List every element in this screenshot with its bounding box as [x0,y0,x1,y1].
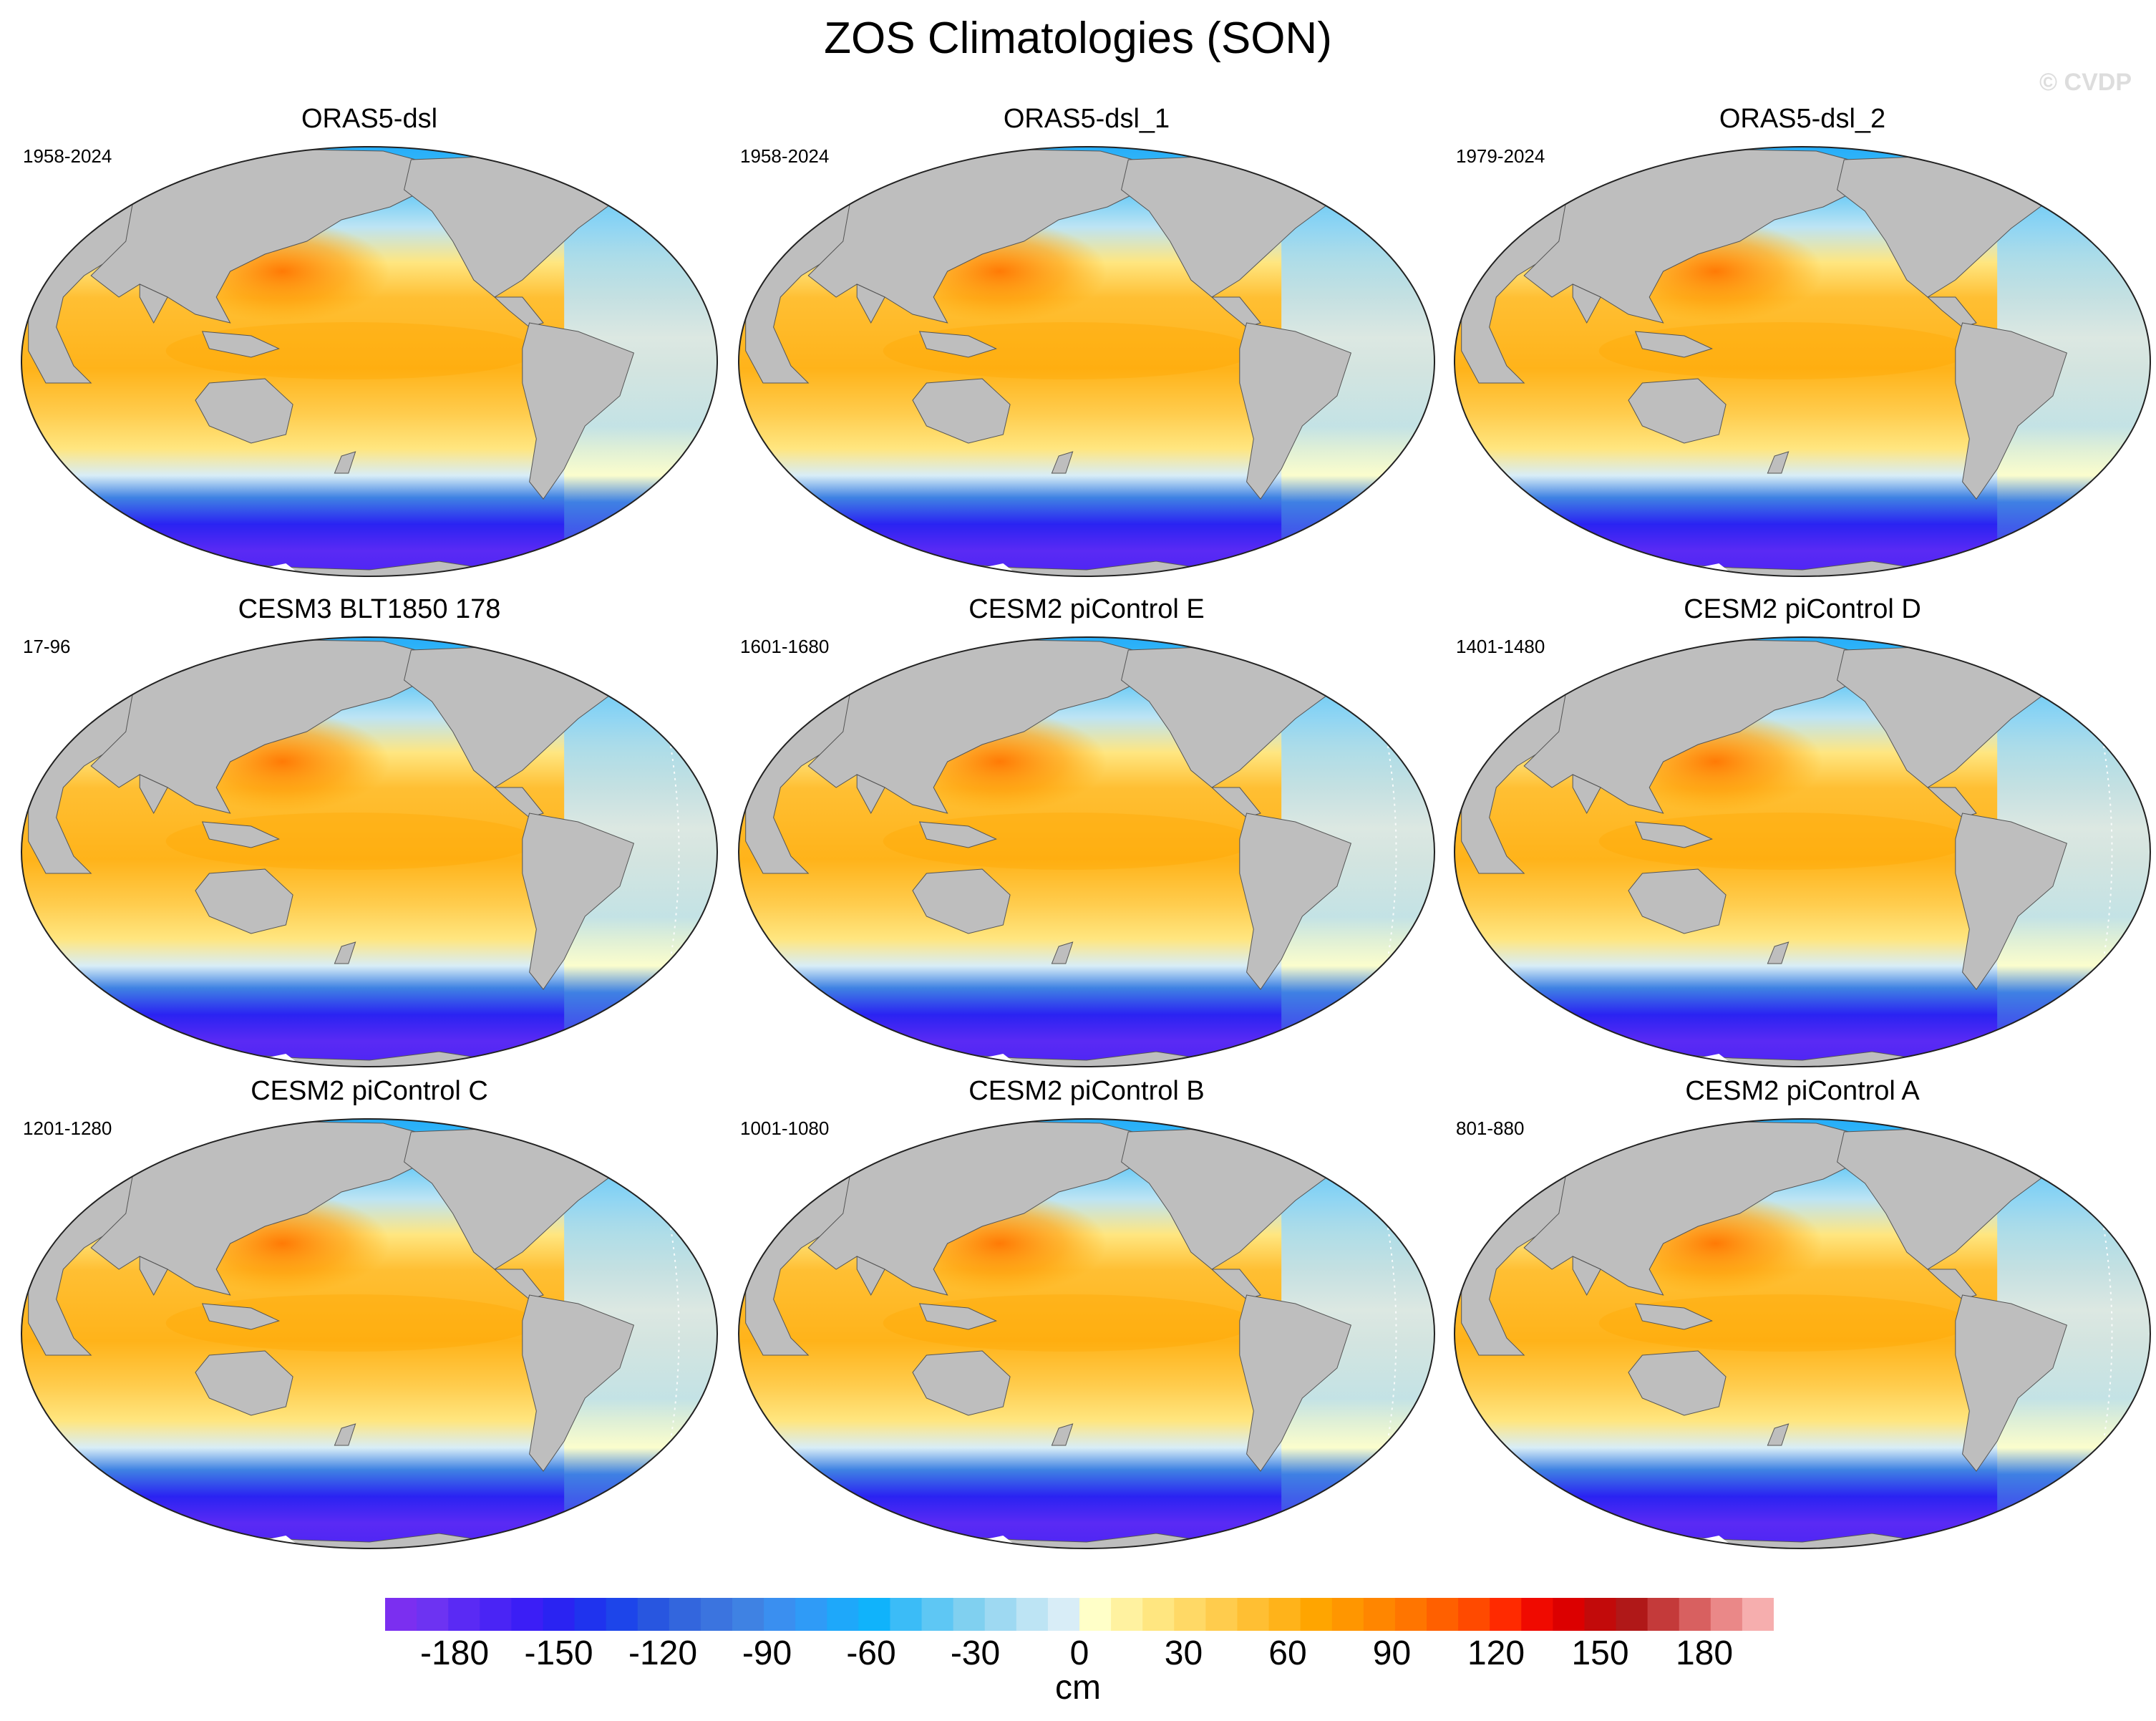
panel-title: ORAS5-dsl [301,104,438,134]
colorbar-swatch [1394,1598,1427,1631]
colorbar-swatch [858,1598,891,1631]
panel-title: CESM2 piControl C [251,1076,488,1106]
panel-map [738,636,1435,1067]
panel-map [1454,146,2151,577]
colorbar-swatch [637,1598,670,1631]
colorbar-swatch [669,1598,701,1631]
colorbar-swatch [1142,1598,1175,1631]
colorbar-tick-label: -150 [524,1634,593,1672]
panel-map [1454,636,2151,1067]
map-panel: CESM2 piControl D 1401-1480 [1444,594,2156,1067]
colorbar-tick-label: 0 [1069,1634,1089,1672]
map-panel: ORAS5-dsl 1958-2024 [11,104,727,577]
colorbar-tick-label: 90 [1372,1634,1412,1672]
map-panel: CESM2 piControl A 801-880 [1444,1076,2156,1549]
colorbar-swatch [1331,1598,1364,1631]
colorbar-swatch [1521,1598,1553,1631]
colorbar-swatch [448,1598,480,1631]
colorbar-swatch [700,1598,733,1631]
colorbar-tick-label: -90 [742,1634,792,1672]
panel-map [21,636,718,1067]
colorbar-swatch [1111,1598,1143,1631]
panel-period: 1601-1680 [740,636,830,657]
map-panel: ORAS5-dsl_2 1979-2024 [1444,104,2156,577]
colorbar-tick-label: 120 [1467,1634,1525,1672]
colorbar-swatch [795,1598,827,1631]
colorbar-swatch [606,1598,638,1631]
colorbar-swatch [1079,1598,1112,1631]
colorbar-swatch [480,1598,512,1631]
panel-period: 801-880 [1456,1118,1525,1139]
panel-period: 1201-1280 [23,1118,112,1139]
colorbar-swatch [1174,1598,1206,1631]
map-panel: CESM2 piControl B 1001-1080 [729,1076,1444,1549]
colorbar-tick-label: -30 [950,1634,1001,1672]
colorbar-swatch [1679,1598,1711,1631]
colorbar-swatch [827,1598,859,1631]
colorbar-swatch [953,1598,986,1631]
colorbar-swatch [543,1598,576,1631]
colorbar-swatch [1237,1598,1270,1631]
colorbar-ticks: -180 -150 -120 -90 -60 -30 0 30 60 90 120 150 180 [0,1634,2156,1677]
panel-map [21,1118,718,1549]
colorbar-tick-label: 180 [1675,1634,1734,1672]
panel-map [738,1118,1435,1549]
map-panel: ORAS5-dsl_1 1958-2024 [729,104,1444,577]
colorbar-swatch [984,1598,1017,1631]
colorbar-swatch [1490,1598,1522,1631]
colorbar-swatch [1363,1598,1396,1631]
colorbar-swatch [890,1598,923,1631]
colorbar-tick-label: -120 [628,1634,698,1672]
colorbar-swatch [1427,1598,1459,1631]
panel-title: CESM3 BLT1850 178 [238,594,501,624]
colorbar-swatch [1268,1598,1301,1631]
panel-title: ORAS5-dsl_2 [1719,104,1886,134]
colorbar-tick-label: 30 [1164,1634,1203,1672]
colorbar-swatch [764,1598,796,1631]
panel-period: 1958-2024 [740,145,830,167]
colorbar-swatch [1647,1598,1680,1631]
panel-title: CESM2 piControl A [1685,1076,1920,1106]
figure-title: ZOS Climatologies (SON) [824,14,1332,63]
panel-period: 17-96 [23,636,71,657]
colorbar-tick-label: -180 [419,1634,490,1672]
colorbar-swatch [511,1598,544,1631]
colorbar [385,1598,1774,1631]
panel-map [1454,1118,2151,1549]
panel-period: 1979-2024 [1456,145,1545,167]
colorbar-tick-label: 150 [1571,1634,1629,1672]
colorbar-swatch [385,1598,417,1631]
colorbar-swatch [1710,1598,1743,1631]
panel-title: ORAS5-dsl_1 [1003,104,1170,134]
colorbar-swatch [1616,1598,1648,1631]
colorbar-swatch [1458,1598,1490,1631]
colorbar-swatch [1553,1598,1586,1631]
panel-title: CESM2 piControl D [1684,594,1921,624]
colorbar-swatch [1205,1598,1238,1631]
panel-period: 1958-2024 [23,145,112,167]
panel-title: CESM2 piControl B [968,1076,1205,1106]
panel-title: CESM2 piControl E [968,594,1205,624]
panel-period: 1001-1080 [740,1118,830,1139]
colorbar-swatch [1300,1598,1333,1631]
colorbar-swatch [417,1598,449,1631]
colorbar-unit-label: cm [1055,1669,1101,1707]
panel-map [738,146,1435,577]
colorbar-swatch [732,1598,764,1631]
colorbar-swatch [1047,1598,1080,1631]
colorbar-swatch [1742,1598,1774,1631]
watermark: © CVDP [2039,69,2132,96]
colorbar-tick-label: 60 [1268,1634,1307,1672]
colorbar-swatch [921,1598,954,1631]
colorbar-swatch [574,1598,607,1631]
map-panel: CESM2 piControl C 1201-1280 [11,1076,727,1549]
colorbar-swatch [1584,1598,1617,1631]
map-panel: CESM3 BLT1850 178 17-96 [11,594,727,1067]
colorbar-tick-label: -60 [846,1634,896,1672]
panel-period: 1401-1480 [1456,636,1545,657]
colorbar-swatch [1016,1598,1049,1631]
map-panel: CESM2 piControl E 1601-1680 [729,594,1444,1067]
panel-map [21,146,718,577]
